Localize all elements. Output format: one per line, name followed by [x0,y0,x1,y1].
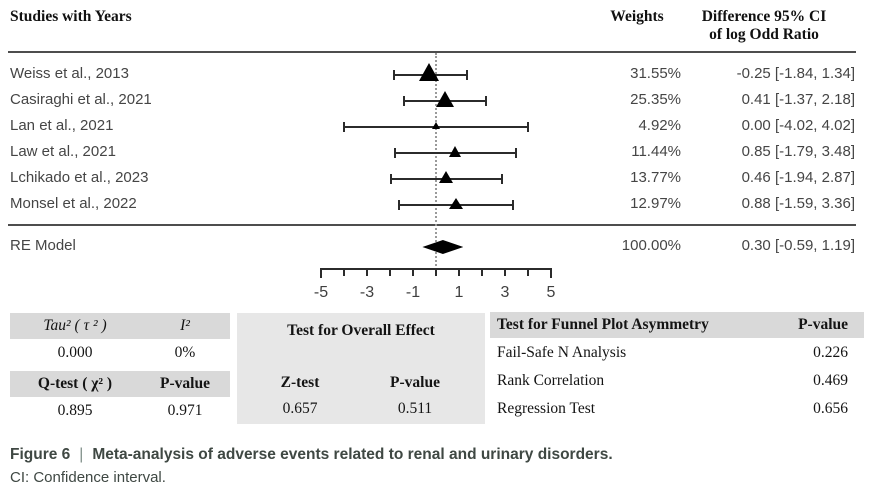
funnel-row-label: Fail-Safe N Analysis [497,344,627,361]
ci-cap-left [392,70,395,80]
x-axis-tick [320,268,322,278]
caption-note: CI: Confidence interval. [10,469,166,486]
ci-cap-left [390,174,393,184]
studies-column-header: Studies with Years [10,8,132,25]
ci-cap-right [515,148,518,158]
ztest-value-cell: 0.657 [282,400,318,417]
tau2-value-cell: 0.000 [57,343,93,361]
ci-cap-left [403,96,406,106]
qtest-pvalue-cell: 0.971 [167,401,203,419]
figure-number-label: Figure 6 [10,446,71,463]
x-axis-tick-label: -3 [359,284,375,301]
study-estimate-triangle [419,63,440,82]
ci-cap-right [501,174,503,184]
header-divider-line [8,51,856,53]
caption-title: Meta-analysis of adverse events related … [92,446,613,463]
study-difference-value: -0.25 [-1.84, 1.34] [736,65,855,82]
x-axis-tick [458,268,460,276]
funnel-row-value: 0.226 [813,344,848,361]
qtest-pvalue-header-cell: P-value [140,371,230,397]
summary-diamond [422,240,464,254]
x-axis-tick [550,268,552,278]
study-weight-value: 25.35% [630,91,681,108]
x-axis-tick [504,268,506,276]
i2-value-cell: 0% [174,343,196,361]
x-axis-tick [412,268,414,276]
x-axis-tick [435,268,437,276]
caption-separator: | [79,446,84,463]
x-axis-tick [366,268,368,276]
funnel-header-row [490,312,864,338]
study-estimate-triangle [431,122,440,130]
ci-cap-left [398,200,401,210]
study-label: Weiss et al., 2013 [10,65,129,82]
study-weight-value: 12.97% [630,195,681,212]
ztest-header-cell: Z-test [280,374,320,391]
study-weight-value: 13.77% [630,169,681,186]
study-difference-value: 0.46 [-1.94, 2.87] [741,169,855,186]
study-estimate-triangle [448,146,461,158]
figure-caption: Figure 6 | Meta-analysis of adverse even… [10,446,613,464]
funnel-pvalue-header: P-value [798,316,848,333]
ci-cap-right [465,70,468,80]
zero-reference-line [435,53,437,270]
overall-pvalue-header-cell: P-value [390,374,440,391]
study-weight-value: 4.92% [638,117,681,134]
study-label: Law et al., 2021 [10,143,116,160]
funnel-row-value: 0.469 [813,372,848,389]
summary-weight-value: 100.00% [621,237,681,254]
overall-pvalue-cell: 0.511 [397,400,433,417]
difference-header-line2: of log Odd Ratio [709,26,819,43]
ci-cap-left [342,122,345,132]
overall-effect-panel [237,313,485,424]
study-difference-value: 0.88 [-1.59, 3.36] [741,195,855,212]
study-difference-value: 0.85 [-1.79, 3.48] [741,143,855,160]
overall-effect-title: Test for Overall Effect [287,322,435,339]
x-axis-tick-label: 1 [454,284,464,301]
ci-cap-right [485,96,488,106]
difference-header-line1: Difference 95% CI [701,8,827,25]
summary-label: RE Model [10,237,76,254]
study-label: Lan et al., 2021 [10,117,114,134]
x-axis-tick-label: -5 [313,284,329,301]
x-axis-tick [527,268,529,276]
study-difference-value: 0.00 [-4.02, 4.02] [741,117,855,134]
funnel-title: Test for Funnel Plot Asymmetry [497,316,709,333]
qtest-header-cell: Q-test ( χ² ) [10,371,140,397]
x-axis-tick-label: -1 [405,284,421,301]
summary-divider-line [8,224,856,226]
x-axis-tick [389,268,391,276]
summary-difference-value: 0.30 [-0.59, 1.19] [741,237,855,254]
qtest-value-cell: 0.895 [57,401,93,419]
study-label: Casiraghi et al., 2021 [10,91,152,108]
x-axis-tick-label: 3 [500,284,510,301]
i2-header-cell: I² [140,313,230,339]
study-estimate-triangle [435,90,454,107]
study-difference-value: 0.41 [-1.37, 2.18] [741,91,855,108]
study-label: Monsel et al., 2022 [10,195,137,212]
study-estimate-triangle [439,171,454,184]
funnel-row-value: 0.656 [813,400,848,417]
study-weight-value: 11.44% [631,143,681,160]
study-label: Lchikado et al., 2023 [10,169,149,186]
x-axis-tick [481,268,483,276]
funnel-row-label: Regression Test [497,400,596,417]
x-axis-tick [343,268,345,276]
tau2-header-cell: Tau² ( τ ² ) [10,313,140,339]
weights-column-header: Weights [610,8,664,25]
funnel-row-label: Rank Correlation [497,372,605,389]
ci-cap-right [527,122,530,132]
study-estimate-triangle [449,197,464,209]
ci-cap-right [512,200,515,210]
study-weight-value: 31.55% [630,65,681,82]
ci-cap-left [393,148,396,158]
x-axis-tick-label: 5 [546,284,556,301]
difference-column-header: Difference 95% CI of log Odd Ratio [672,8,856,44]
